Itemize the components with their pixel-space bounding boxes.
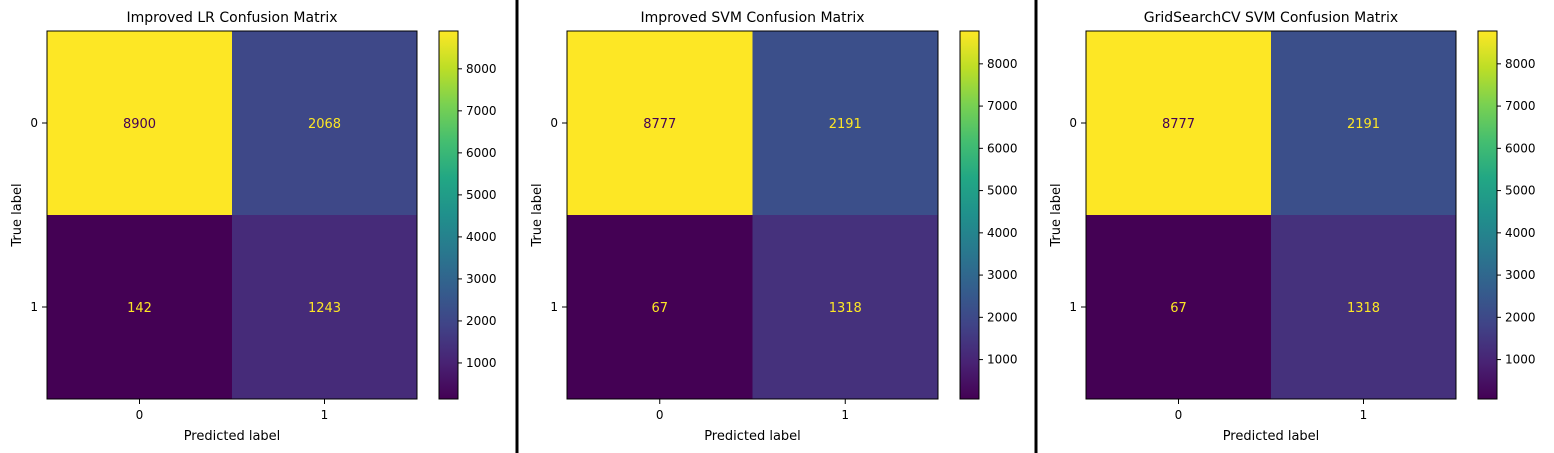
x-tick-label: 1 <box>321 408 329 422</box>
y-tick-label: 0 <box>1069 116 1077 130</box>
cell-value: 67 <box>651 301 668 316</box>
matrix-cell <box>1271 215 1456 399</box>
colorbar-tick-label: 6000 <box>987 141 1018 155</box>
chart-title: GridSearchCV SVM Confusion Matrix <box>1144 10 1398 26</box>
chart-title: Improved SVM Confusion Matrix <box>640 10 864 26</box>
colorbar-tick-label: 6000 <box>466 146 497 160</box>
colorbar-tick-label: 5000 <box>466 188 497 202</box>
colorbar-tick-label: 2000 <box>466 314 497 328</box>
cell-value: 1318 <box>829 301 862 316</box>
x-tick-label: 0 <box>1175 408 1183 422</box>
chart-title: Improved LR Confusion Matrix <box>126 10 337 26</box>
plot-frame <box>1085 30 1457 400</box>
cell-value: 67 <box>1170 301 1187 316</box>
colorbar-tick-label: 4000 <box>466 230 497 244</box>
colorbar-tick-label: 2000 <box>987 310 1018 324</box>
confusion-matrix-panel: 8777 2191 67 1318 Improved SVM Confusion Mat… <box>530 10 1018 444</box>
cell-value: 2068 <box>308 117 341 132</box>
colorbar-tick-label: 4000 <box>987 226 1018 240</box>
y-axis-label: True label <box>1049 183 1064 247</box>
colorbar-tick-label: 1000 <box>987 353 1018 367</box>
matrix-cell <box>752 215 938 399</box>
colorbar-tick-label: 8000 <box>1505 57 1536 71</box>
x-axis-label: Predicted label <box>1223 429 1320 444</box>
colorbar-tick-label: 8000 <box>987 57 1018 71</box>
colorbar-tick-label: 1000 <box>466 356 497 370</box>
x-tick-label: 0 <box>656 408 664 422</box>
confusion-matrix-panel: 8777 2191 67 1318 GridSearchCV SVM Confusion… <box>1049 10 1536 444</box>
cell-value: 1243 <box>308 301 341 316</box>
matrix-cell <box>567 31 753 215</box>
colorbar-tick-label: 1000 <box>1505 353 1536 367</box>
plot-frame <box>46 30 418 400</box>
colorbar-tick-label: 5000 <box>987 184 1018 198</box>
cell-value: 2191 <box>829 117 862 132</box>
y-tick-label: 1 <box>30 300 38 314</box>
matrix-cell <box>1271 31 1456 215</box>
x-tick-label: 1 <box>1360 408 1368 422</box>
colorbar-tick-label: 3000 <box>466 272 497 286</box>
colorbar-tick-label: 2000 <box>1505 310 1536 324</box>
cell-value: 142 <box>127 301 152 316</box>
matrix-cell <box>47 215 232 399</box>
matrix-cell <box>232 215 417 399</box>
confusion-matrix-panel: 8900 2068 142 1243 Improved LR Confusion Mat… <box>10 10 497 444</box>
y-tick-label: 1 <box>550 300 558 314</box>
x-tick-label: 1 <box>841 408 849 422</box>
matrix-cell <box>752 31 938 215</box>
colorbar-tick-label: 7000 <box>466 104 497 118</box>
x-axis-label: Predicted label <box>704 429 801 444</box>
colorbar-tick-label: 5000 <box>1505 184 1536 198</box>
cell-value: 2191 <box>1347 117 1380 132</box>
matrix-cell <box>47 31 232 215</box>
matrix-cell <box>567 215 753 399</box>
x-tick-label: 0 <box>136 408 144 422</box>
colorbar-tick-label: 3000 <box>987 268 1018 282</box>
colorbar <box>959 30 980 400</box>
y-tick-label: 1 <box>1069 300 1077 314</box>
colorbar-tick-label: 7000 <box>1505 99 1536 113</box>
cell-value: 1318 <box>1347 301 1380 316</box>
colorbar-tick-label: 6000 <box>1505 141 1536 155</box>
cell-value: 8777 <box>1162 117 1195 132</box>
colorbar-tick-label: 7000 <box>987 99 1018 113</box>
plot-frame <box>566 30 939 400</box>
y-axis-label: True label <box>530 183 545 247</box>
x-axis-label: Predicted label <box>184 429 281 444</box>
colorbar <box>438 30 459 400</box>
y-tick-label: 0 <box>550 116 558 130</box>
colorbar-tick-label: 8000 <box>466 62 497 76</box>
y-axis-label: True label <box>10 183 25 247</box>
matrix-cell <box>1086 215 1271 399</box>
cell-value: 8900 <box>123 117 156 132</box>
colorbar-tick-label: 4000 <box>1505 226 1536 240</box>
cell-value: 8777 <box>643 117 676 132</box>
y-tick-label: 0 <box>30 116 38 130</box>
matrix-cell <box>1086 31 1271 215</box>
colorbar <box>1477 30 1498 400</box>
colorbar-tick-label: 3000 <box>1505 268 1536 282</box>
matrix-cell <box>232 31 417 215</box>
